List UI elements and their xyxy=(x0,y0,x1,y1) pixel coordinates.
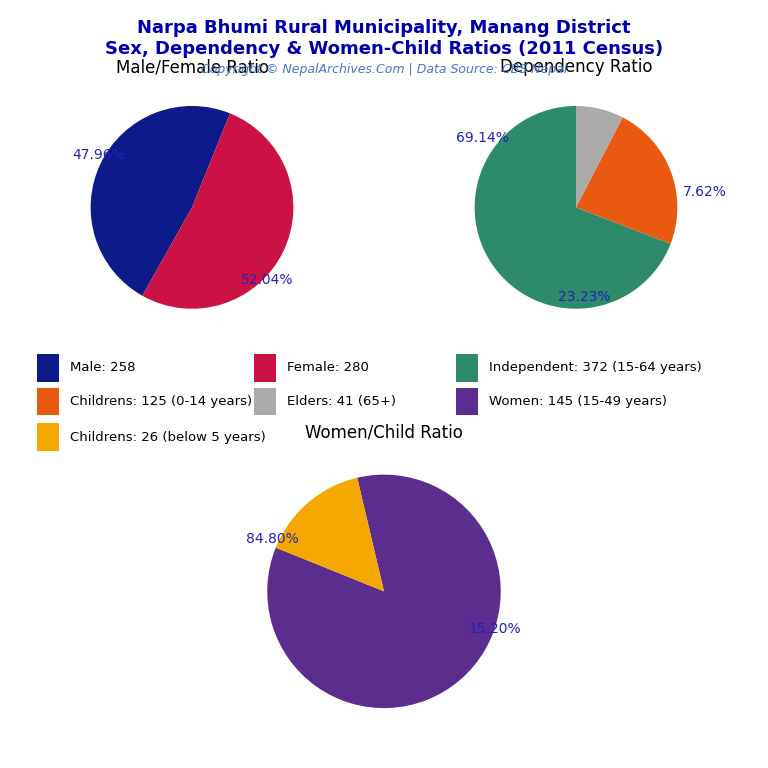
Bar xyxy=(456,388,478,415)
Text: 23.23%: 23.23% xyxy=(558,290,611,303)
Text: Women: 145 (15-49 years): Women: 145 (15-49 years) xyxy=(488,395,667,408)
Wedge shape xyxy=(91,106,230,296)
Text: Male: 258: Male: 258 xyxy=(70,361,135,374)
Text: Female: 280: Female: 280 xyxy=(286,361,369,374)
Wedge shape xyxy=(576,118,677,243)
Title: Women/Child Ratio: Women/Child Ratio xyxy=(305,423,463,441)
Text: Narpa Bhumi Rural Municipality, Manang District: Narpa Bhumi Rural Municipality, Manang D… xyxy=(137,19,631,37)
Bar xyxy=(254,353,276,382)
Text: 15.20%: 15.20% xyxy=(468,622,521,636)
Bar xyxy=(38,423,59,452)
Text: 47.96%: 47.96% xyxy=(72,147,125,161)
Text: Copyright © NepalArchives.Com | Data Source: CBS Nepal: Copyright © NepalArchives.Com | Data Sou… xyxy=(201,63,567,76)
Text: Childrens: 26 (below 5 years): Childrens: 26 (below 5 years) xyxy=(70,431,266,444)
Text: Elders: 41 (65+): Elders: 41 (65+) xyxy=(286,395,396,408)
Wedge shape xyxy=(267,475,501,708)
Text: 69.14%: 69.14% xyxy=(456,131,509,145)
Text: Independent: 372 (15-64 years): Independent: 372 (15-64 years) xyxy=(488,361,701,374)
Text: 52.04%: 52.04% xyxy=(240,273,293,287)
Bar xyxy=(38,388,59,415)
Bar xyxy=(254,388,276,415)
Bar xyxy=(38,353,59,382)
Title: Dependency Ratio: Dependency Ratio xyxy=(500,58,652,76)
Text: Childrens: 125 (0-14 years): Childrens: 125 (0-14 years) xyxy=(70,395,252,408)
Wedge shape xyxy=(475,106,670,309)
Wedge shape xyxy=(276,478,384,591)
Text: Sex, Dependency & Women-Child Ratios (2011 Census): Sex, Dependency & Women-Child Ratios (20… xyxy=(105,40,663,58)
Wedge shape xyxy=(142,114,293,309)
Text: 7.62%: 7.62% xyxy=(683,185,727,199)
Text: 84.80%: 84.80% xyxy=(247,531,299,546)
Bar xyxy=(456,353,478,382)
Title: Male/Female Ratio: Male/Female Ratio xyxy=(115,58,269,76)
Wedge shape xyxy=(576,106,623,207)
